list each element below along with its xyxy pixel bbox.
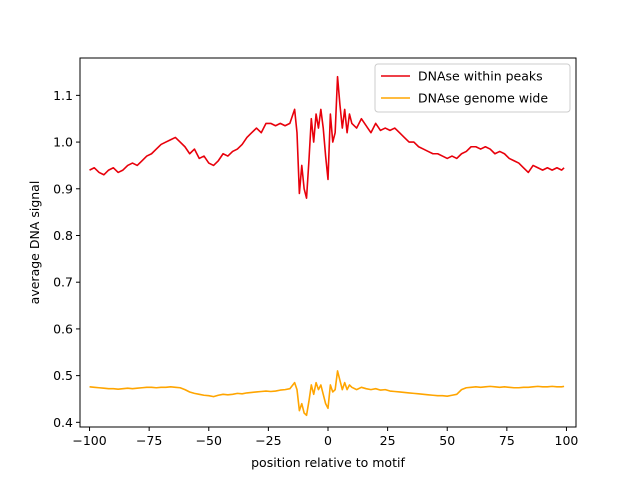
y-tick-label: 0.4 bbox=[53, 415, 73, 430]
legend-frame bbox=[374, 63, 571, 113]
y-axis-label: average DNA signal bbox=[27, 181, 42, 305]
x-tick-label: 0 bbox=[324, 433, 332, 448]
axis-ticks: −100 −75 −50 −25 0 25 50 75 100 0.4 0.5 0.6 0.7 0.8 0.… bbox=[53, 88, 578, 448]
x-tick-label: 75 bbox=[499, 433, 515, 448]
y-tick-label: 0.9 bbox=[53, 181, 73, 196]
x-tick-label: 25 bbox=[380, 433, 396, 448]
series-line-0 bbox=[89, 75, 565, 199]
plot-area bbox=[89, 75, 565, 417]
y-tick-label: 1.1 bbox=[53, 88, 73, 103]
x-tick-label: 50 bbox=[439, 433, 455, 448]
x-tick-label: −100 bbox=[72, 433, 106, 448]
x-tick-label: −25 bbox=[255, 433, 281, 448]
x-tick-label: −50 bbox=[196, 433, 222, 448]
x-tick-label: 100 bbox=[555, 433, 579, 448]
legend-label-peaks: DNAse within peaks bbox=[418, 69, 543, 84]
y-tick-label: 1.0 bbox=[53, 135, 73, 150]
y-tick-label: 0.5 bbox=[53, 368, 73, 383]
x-axis-label: position relative to motif bbox=[251, 455, 405, 470]
legend-label-genome: DNAse genome wide bbox=[418, 91, 548, 106]
y-tick-label: 0.8 bbox=[53, 228, 73, 243]
x-tick-label: −75 bbox=[136, 433, 162, 448]
legend: DNAse within peaks DNAse genome wide bbox=[374, 63, 571, 113]
series-line-1 bbox=[89, 370, 565, 417]
y-tick-label: 0.7 bbox=[53, 275, 73, 290]
y-tick-label: 0.6 bbox=[53, 321, 73, 336]
